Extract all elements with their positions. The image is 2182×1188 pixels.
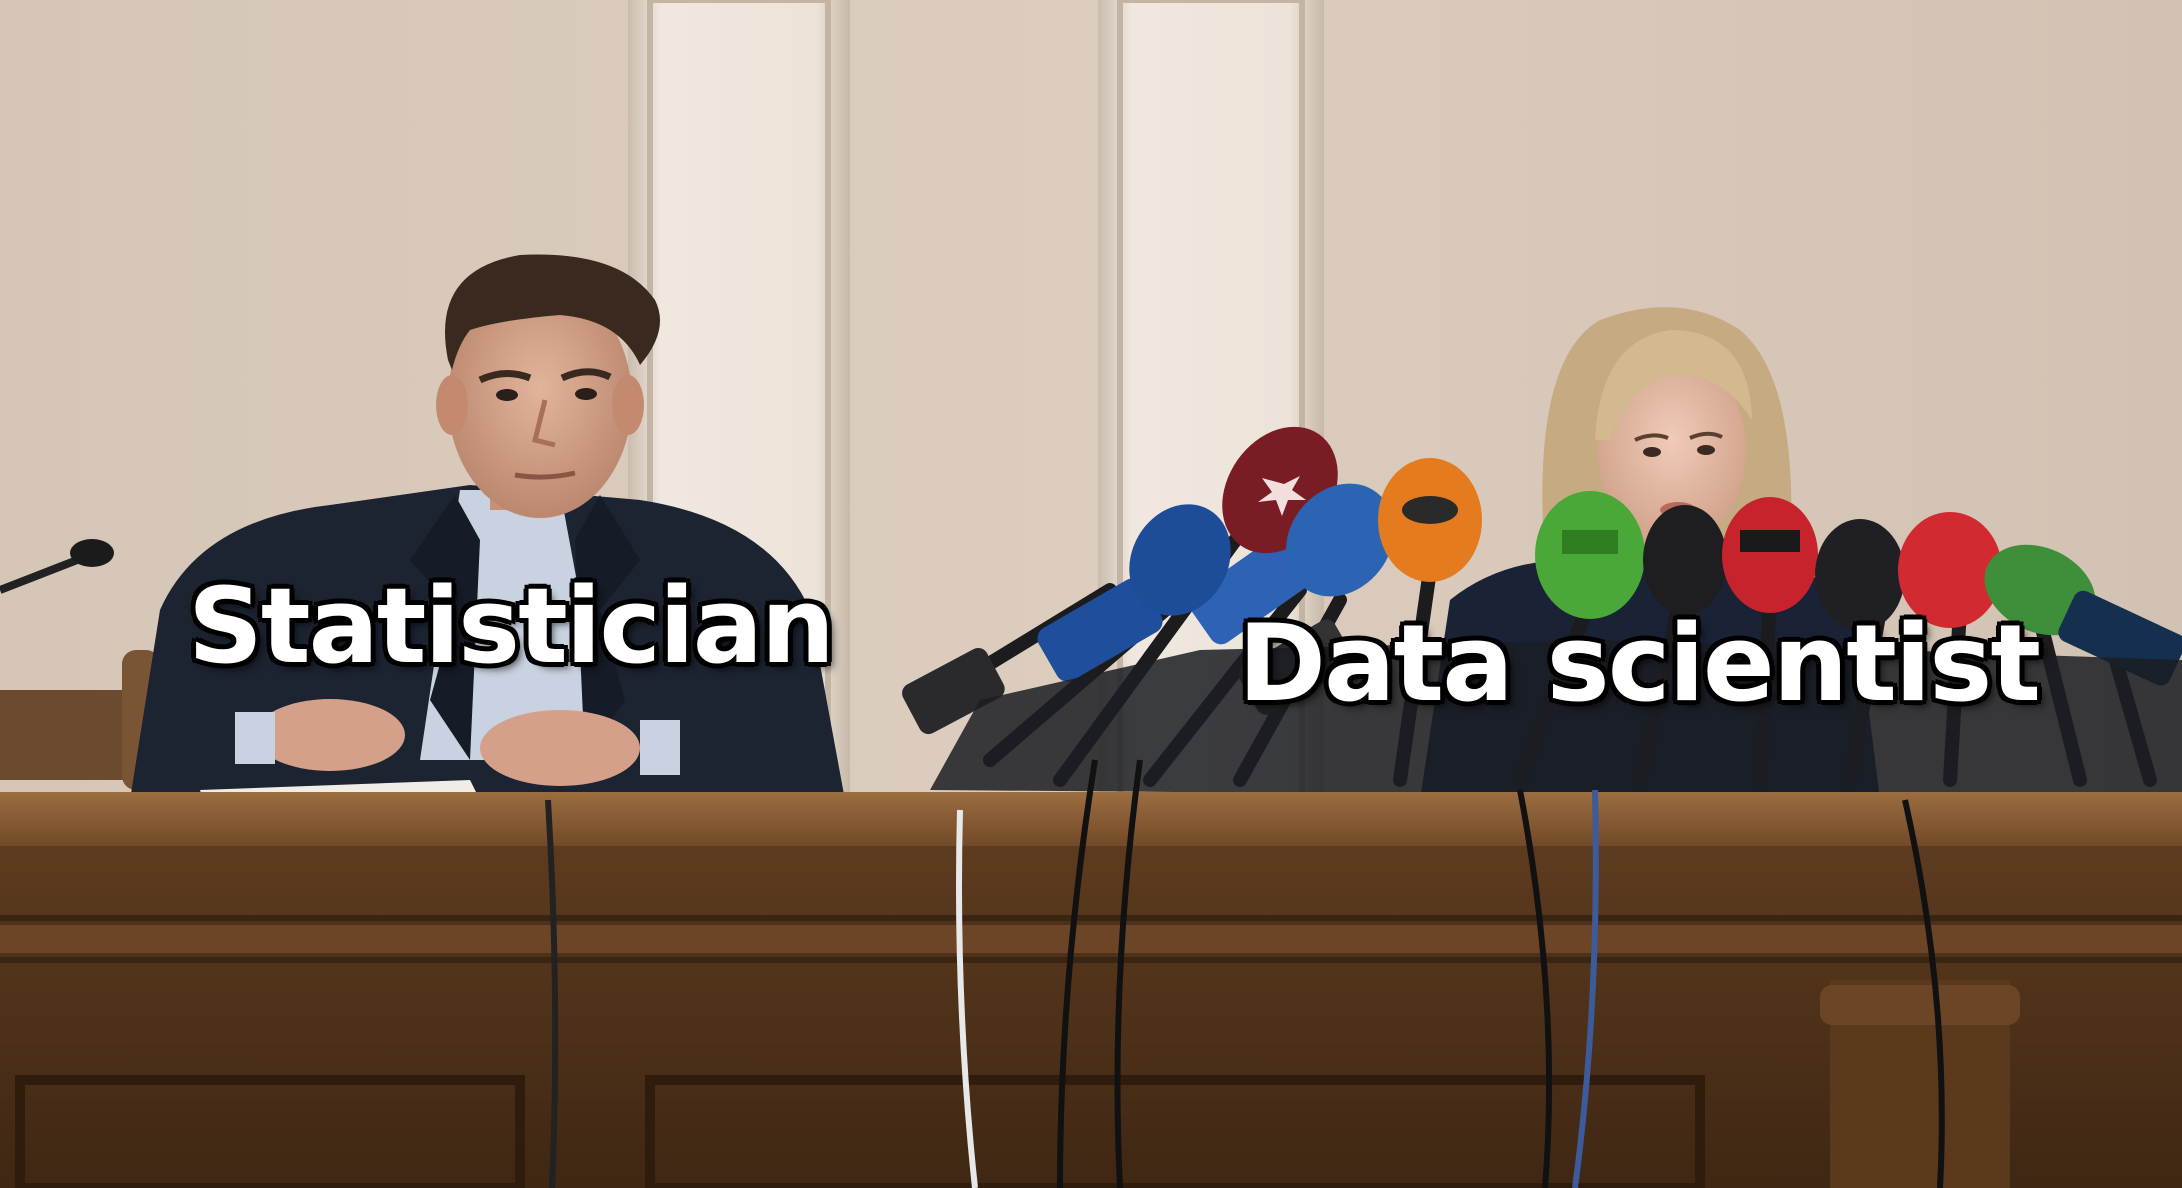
microphone-cluster <box>902 426 2182 800</box>
mic-black <box>1643 505 1727 615</box>
mic-blue <box>1129 504 1231 616</box>
microphone-cables <box>545 759 1945 1188</box>
mic-green <box>1535 491 1645 619</box>
mic-blue-2 <box>1285 483 1395 597</box>
desk-microphone-left <box>0 539 114 594</box>
mic-red-tvc <box>1722 497 1818 613</box>
mic-red-2 <box>1898 512 2002 628</box>
caption-statistician: Statistician <box>188 565 835 687</box>
caption-data-scientist: Data scientist <box>1238 602 2041 725</box>
desk <box>0 792 2182 1188</box>
mic-black-2 <box>1815 519 1905 631</box>
